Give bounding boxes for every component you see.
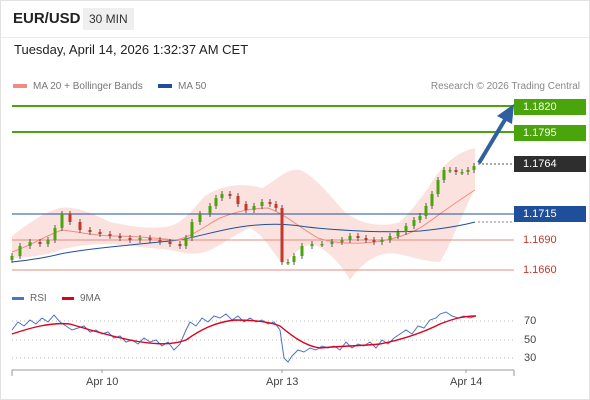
candle-body <box>244 204 248 210</box>
candle-body <box>320 244 324 246</box>
candle-body <box>424 206 428 216</box>
candle-body <box>68 214 72 222</box>
candle-body <box>436 180 440 194</box>
timeframe-button[interactable]: 30 MIN <box>83 8 134 30</box>
forecast-arrow-shaft <box>477 116 508 165</box>
candle-body <box>158 240 162 242</box>
candle-body <box>178 244 182 246</box>
forecast-arrow-head <box>497 104 514 124</box>
source-credit: Research © 2026 Trading Central <box>430 81 580 92</box>
rsi-tick-30: 30 <box>524 352 537 364</box>
resistance-1-label: 1.1795 <box>514 125 586 141</box>
x-tick-label-apr10: Apr 10 <box>86 376 119 388</box>
candle-body <box>18 246 22 256</box>
legend-ma50-label: MA 50 <box>178 81 207 92</box>
ma50-swatch <box>158 84 172 89</box>
candle-body <box>356 236 360 238</box>
rsi-ma-legend-label: 9MA <box>80 293 101 304</box>
chart-header: EUR/USD 30 MIN <box>1 1 589 38</box>
candle-body <box>78 222 82 230</box>
candle-body <box>448 170 452 172</box>
candlestick-series <box>10 163 476 265</box>
resistance-2-label: 1.1820 <box>514 99 586 115</box>
candle-body <box>292 256 296 262</box>
candle-body <box>418 216 422 220</box>
support-2-label: 1.1660 <box>523 264 557 276</box>
candle-body <box>168 242 172 244</box>
x-tick-label-apr13: Apr 13 <box>266 376 299 388</box>
rsi-tick-50: 50 <box>524 334 537 346</box>
candle-body <box>128 238 132 240</box>
rsi-legend-item: RSI <box>12 293 47 304</box>
candle-body <box>340 240 344 242</box>
candle-body <box>472 166 476 170</box>
candle-body <box>300 246 304 256</box>
candle-body <box>184 238 188 246</box>
rsi-tick-70: 70 <box>524 315 537 327</box>
candle-body <box>280 208 284 262</box>
candle-body <box>118 236 122 238</box>
candle-body <box>430 194 434 206</box>
candle-body <box>53 228 57 240</box>
timestamp: Tuesday, April 14, 2026 1:32:37 AM CET <box>14 42 249 57</box>
candle-body <box>268 202 272 204</box>
pivot-label: 1.1715 <box>514 206 586 222</box>
candle-body <box>466 170 470 172</box>
legend-ma20-label: MA 20 + Bollinger Bands <box>33 81 143 92</box>
candle-body <box>372 240 376 242</box>
support-1-label: 1.1690 <box>523 234 557 246</box>
candle-body <box>310 244 314 246</box>
ma50-line <box>11 221 476 263</box>
candle-body <box>208 206 212 214</box>
candle-body <box>138 238 142 240</box>
candle-body <box>330 242 334 244</box>
rsi-legend-label: RSI <box>30 293 47 304</box>
candle-body <box>460 172 464 174</box>
legend-ma20: MA 20 + Bollinger Bands <box>13 81 143 92</box>
candle-body <box>286 262 290 264</box>
candle-body <box>380 240 384 242</box>
candle-body <box>38 242 42 244</box>
candle-body <box>396 232 400 236</box>
symbol-title: EUR/USD <box>13 10 81 27</box>
candle-body <box>190 222 194 238</box>
candle-body <box>220 194 224 198</box>
candle-body <box>88 230 92 232</box>
candle-body <box>388 236 392 240</box>
last-price-label: 1.1764 <box>514 156 586 172</box>
candle-body <box>46 240 50 244</box>
candle-body <box>60 214 64 228</box>
candle-body <box>364 238 368 240</box>
candle-body <box>214 198 218 206</box>
candle-body <box>442 170 446 180</box>
legend-ma50: MA 50 <box>158 81 206 92</box>
candle-body <box>260 202 264 206</box>
candle-body <box>454 170 458 172</box>
candle-body <box>404 226 408 232</box>
candle-body <box>274 204 278 208</box>
candle-body <box>108 234 112 236</box>
candle-body <box>98 232 102 234</box>
rsi-9ma-line <box>11 315 477 349</box>
candle-body <box>348 236 352 240</box>
candle-body <box>228 194 232 196</box>
candle-body <box>236 196 240 204</box>
candle-body <box>10 256 14 260</box>
candle-body <box>198 214 202 222</box>
candle-body <box>252 206 256 210</box>
candle-body <box>412 220 416 226</box>
ma20-swatch <box>13 84 27 89</box>
rsi-ma-swatch <box>62 296 74 300</box>
rsi-ma-legend-item: 9MA <box>62 293 101 304</box>
candle-body <box>148 238 152 240</box>
rsi-swatch <box>12 296 24 300</box>
candle-body <box>28 242 32 246</box>
ma20-line <box>11 189 476 253</box>
x-tick-label-apr14: Apr 14 <box>450 376 483 388</box>
